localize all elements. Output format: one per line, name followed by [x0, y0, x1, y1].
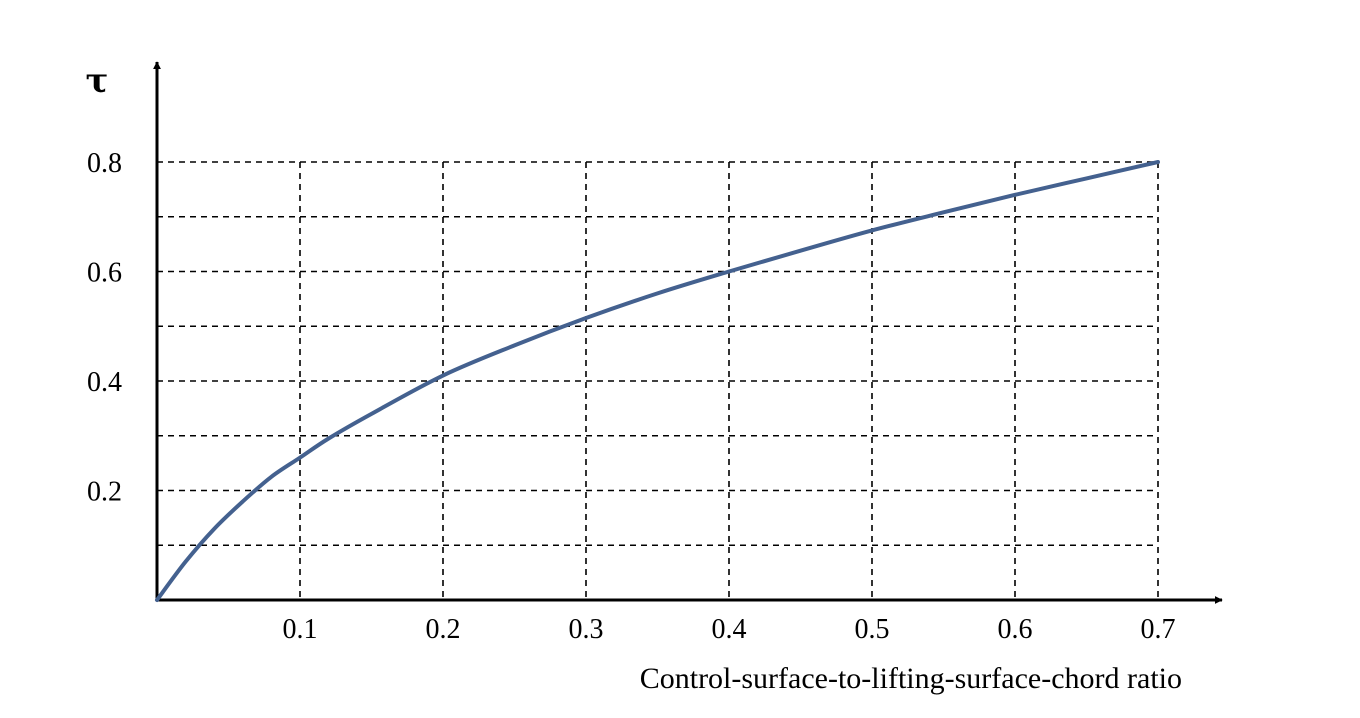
x-tick-label: 0.6 — [998, 614, 1033, 645]
grid — [157, 161, 1159, 600]
y-tick-label: 0.6 — [87, 258, 122, 289]
axes — [153, 61, 1223, 604]
x-axis-label: Control-surface-to-lifting-surface-chord… — [640, 662, 1182, 695]
y-tick-label: 0.2 — [87, 477, 122, 508]
x-tick-label: 0.4 — [712, 614, 747, 645]
x-tick-label: 0.2 — [426, 614, 461, 645]
y-axis-label: τ — [86, 61, 109, 101]
y-tick-label: 0.4 — [87, 367, 122, 398]
x-tick-label: 0.3 — [569, 614, 604, 645]
tick-labels: 0.1 0.2 0.3 0.4 0.5 0.6 0.7 0.2 0.4 0.6 0.8 — [87, 148, 1176, 645]
series-line — [155, 160, 1160, 602]
plot-area — [155, 160, 1160, 602]
x-tick-label: 0.5 — [855, 614, 890, 645]
y-tick-label: 0.8 — [87, 148, 122, 179]
x-tick-label: 0.1 — [283, 614, 318, 645]
x-tick-label: 0.7 — [1141, 614, 1176, 645]
